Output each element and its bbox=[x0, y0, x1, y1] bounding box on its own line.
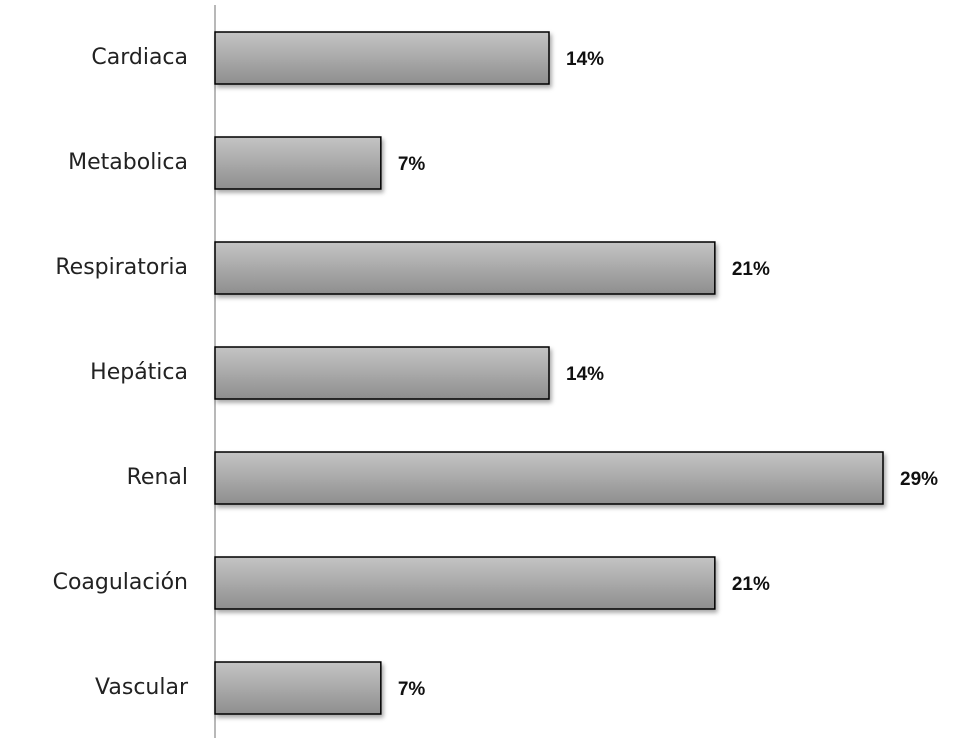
bar bbox=[214, 556, 716, 610]
value-label: 7% bbox=[398, 154, 426, 175]
value-label: 29% bbox=[900, 469, 938, 490]
value-label: 21% bbox=[732, 574, 770, 595]
category-label: Hepática bbox=[90, 360, 188, 385]
category-label: Cardiaca bbox=[91, 45, 188, 70]
bar bbox=[214, 31, 550, 85]
category-label: Respiratoria bbox=[55, 255, 188, 280]
value-label: 7% bbox=[398, 679, 426, 700]
category-label: Coagulación bbox=[53, 570, 188, 595]
value-label: 14% bbox=[566, 364, 604, 385]
category-label: Vascular bbox=[95, 675, 189, 700]
bar bbox=[214, 451, 884, 505]
bar bbox=[214, 241, 716, 295]
bar bbox=[214, 346, 550, 400]
value-label: 21% bbox=[732, 259, 770, 280]
bar bbox=[214, 661, 382, 715]
category-label: Renal bbox=[127, 465, 188, 490]
bar bbox=[214, 136, 382, 190]
category-label: Metabolica bbox=[68, 150, 188, 175]
value-label: 14% bbox=[566, 49, 604, 70]
